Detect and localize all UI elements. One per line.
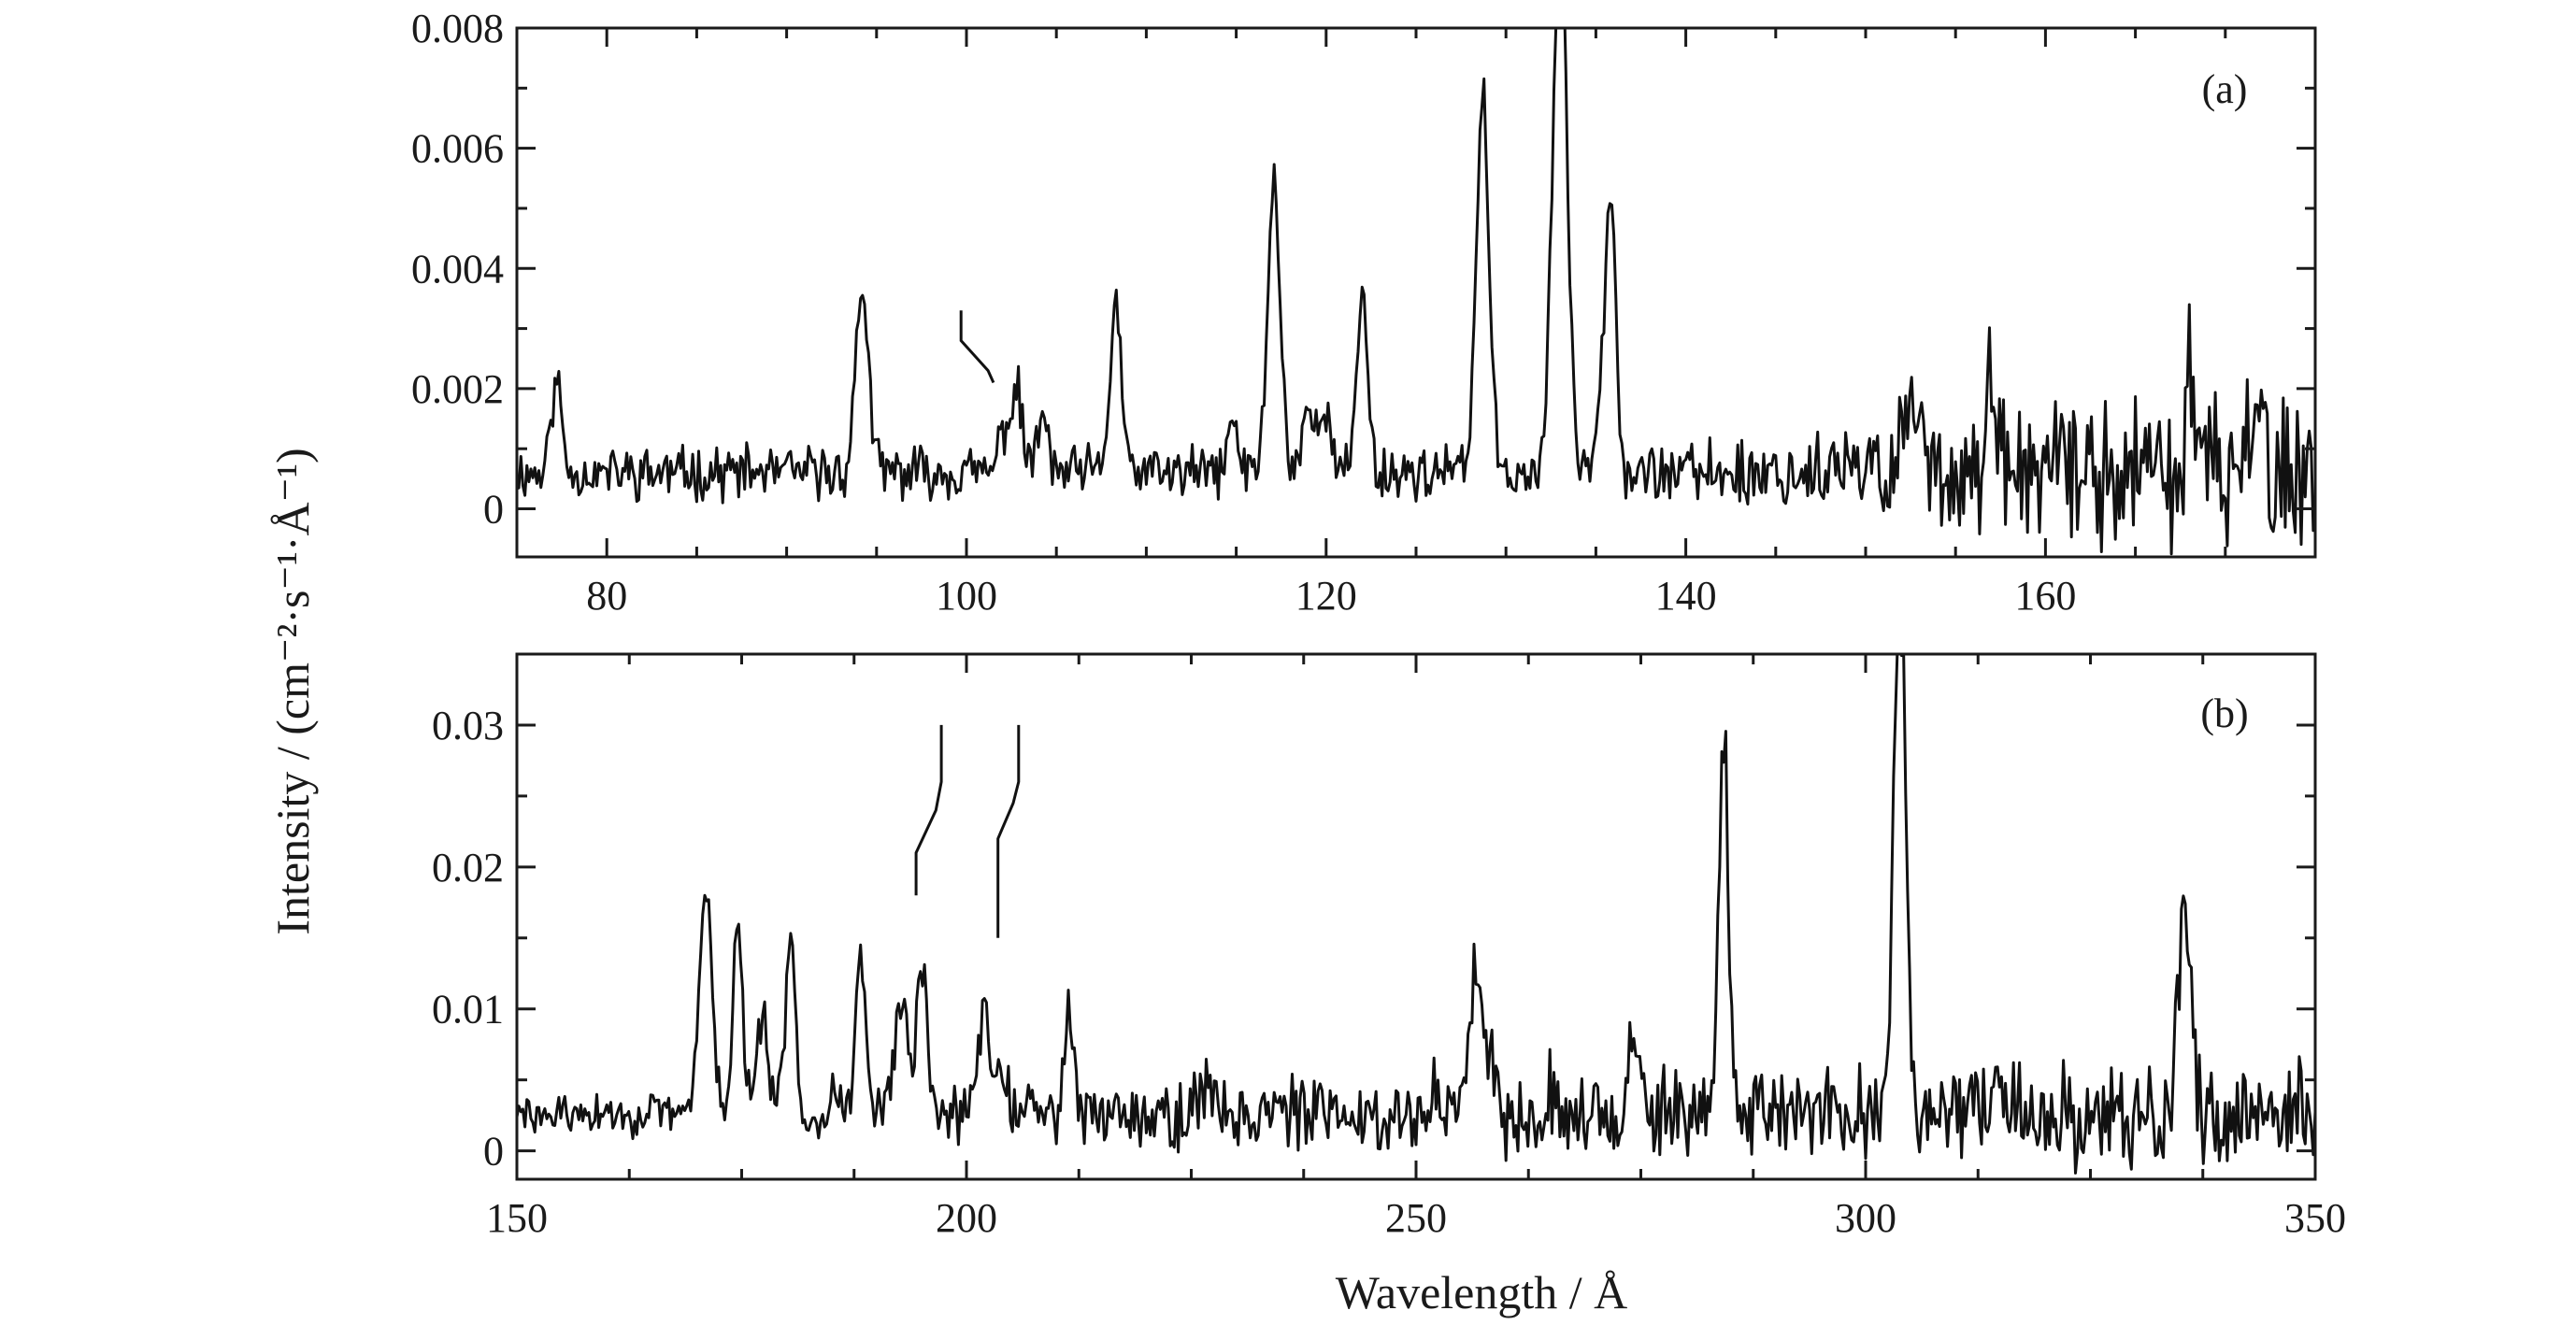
y-tick-label: 0.01: [432, 987, 504, 1033]
x-tick-label: 150: [486, 1195, 548, 1241]
panel-a: 80 100 120 140 160 0 0.002 0.004 0.006 0.008 (a): [411, 6, 2317, 619]
panel-label: (b): [2200, 691, 2248, 736]
line-marker: [959, 310, 995, 384]
y-tick-label: 0: [483, 487, 504, 533]
x-tick-label: 120: [1295, 573, 1357, 619]
line-marker: [914, 724, 943, 896]
plot-frame: [515, 652, 2317, 1181]
y-tick-label: 0.002: [411, 366, 504, 412]
y-tick-label: 0.03: [432, 703, 504, 748]
x-tick-label: 200: [936, 1195, 997, 1241]
y-tick-label: 0.02: [432, 845, 504, 890]
panel-b: 150 200 250 300 350 0 0.01 0.02 0.03 (b): [432, 652, 2346, 1241]
plot-frame: [515, 26, 2317, 559]
y-axis-title: Intensity / (cm⁻²·s⁻¹·Å⁻¹): [266, 448, 319, 934]
y-tick-label: 0.004: [411, 246, 504, 292]
y-tick-label: 0.006: [411, 126, 504, 172]
y-tick-label: 0.008: [411, 6, 504, 51]
x-tick-label: 300: [1835, 1195, 1896, 1241]
x-tick-label: 160: [2014, 573, 2076, 619]
line-marker: [996, 724, 1021, 938]
spectrum-line: [517, 28, 2315, 556]
spectrum-line: [517, 654, 2315, 1175]
x-tick-label: 140: [1655, 573, 1717, 619]
x-tick-label: 350: [2284, 1195, 2346, 1241]
x-axis-title: Wavelength / Å: [1336, 1266, 1628, 1318]
y-tick-label: 0: [483, 1129, 504, 1175]
x-tick-label: 250: [1385, 1195, 1447, 1241]
panel-label: (a): [2202, 66, 2248, 112]
x-tick-label: 100: [936, 573, 997, 619]
x-tick-label: 80: [586, 573, 627, 619]
